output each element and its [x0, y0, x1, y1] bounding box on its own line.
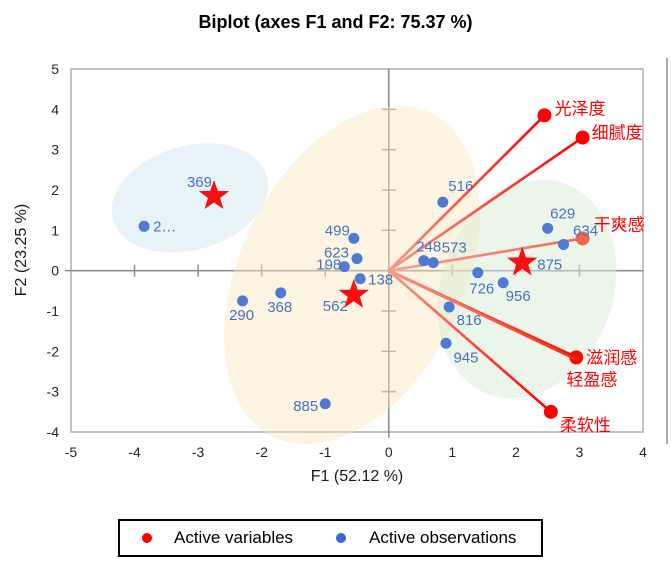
chart-window-edge: [666, 58, 668, 444]
variable-vector: [387, 269, 576, 360]
observation-label: 726: [469, 281, 494, 298]
x-tick-label: 2: [512, 444, 520, 460]
legend-marker-active-variables[interactable]: [142, 533, 152, 543]
variable-point: [543, 404, 558, 419]
x-tick-label: 0: [385, 444, 393, 460]
observation-label: 573: [442, 240, 467, 257]
x-tick-label: -2: [255, 444, 268, 460]
variable-vector: [387, 136, 584, 272]
observation-point: [472, 267, 484, 279]
observation-point: [138, 220, 150, 232]
observation-point: [440, 337, 452, 349]
variable-vector: [387, 269, 553, 414]
x-axis-title: F1 (52.12 %): [310, 468, 404, 485]
centroid-star: [198, 180, 230, 209]
chart-title: Biplot (axes F1 and F2: 75.37 %): [198, 12, 473, 32]
variable-label: 轻盈感: [566, 371, 617, 390]
observation-point: [427, 257, 439, 269]
variable-label: 滋润感: [586, 348, 637, 367]
observation-label: 885: [293, 398, 318, 415]
observation-label: 634: [573, 222, 598, 239]
centroid-star: [338, 278, 369, 308]
group-ellipse: [111, 143, 269, 253]
observation-label: 138: [368, 272, 393, 289]
observation-point: [437, 196, 449, 208]
x-tick-label: -1: [319, 444, 332, 460]
group-ellipse: [224, 105, 480, 445]
legend-label-active-observations[interactable]: Active observations: [369, 528, 517, 547]
observation-point: [319, 398, 331, 410]
observation-point: [418, 255, 430, 267]
variable-label: 柔软性: [560, 416, 611, 435]
observation-label: 198: [316, 257, 341, 274]
observation-label: 248: [416, 239, 441, 256]
variable-label: 细腻度: [592, 124, 643, 143]
legend-marker-active-observations[interactable]: [336, 533, 346, 543]
observation-label: 629: [550, 205, 575, 222]
observation-label: 956: [506, 288, 531, 305]
observation-label: 623: [324, 245, 349, 262]
variable-label: 光泽度: [554, 99, 605, 118]
observation-label: 945: [453, 349, 478, 366]
x-tick-label: 4: [639, 444, 647, 460]
observation-label: 290: [229, 307, 254, 324]
y-tick-label: 1: [51, 222, 59, 238]
observation-point: [354, 273, 366, 285]
y-tick-label: -2: [47, 343, 60, 359]
x-tick-label: 1: [448, 444, 456, 460]
observation-point: [338, 261, 350, 273]
x-tick-label: -5: [65, 444, 78, 460]
observation-label: 516: [448, 178, 473, 195]
observation-label: 369: [187, 174, 212, 191]
y-tick-label: 3: [51, 142, 59, 158]
legend: Active variables Active observations: [118, 519, 543, 557]
centroid-star: [507, 246, 538, 276]
y-tick-label: 0: [51, 263, 59, 279]
variable-point: [575, 130, 590, 145]
y-tick-label: 5: [51, 61, 59, 77]
variable-point: [569, 350, 584, 365]
x-tick-label: -4: [128, 444, 141, 460]
y-axis-title: F2 (23.25 %): [13, 203, 30, 297]
y-tick-label: -3: [47, 384, 60, 400]
observation-label: 562: [323, 298, 348, 315]
legend-label-active-variables[interactable]: Active variables: [174, 528, 294, 547]
observation-point: [558, 238, 570, 250]
observation-label: 499: [325, 222, 350, 239]
variable-point: [575, 231, 590, 246]
variable-vector: [387, 114, 546, 272]
y-tick-label: -1: [47, 303, 60, 319]
observation-point: [443, 301, 455, 313]
plot-frame: [70, 68, 644, 433]
variable-label: 干爽感: [594, 215, 645, 234]
observation-point: [348, 232, 360, 244]
observation-point: [237, 295, 249, 307]
observation-point: [497, 277, 509, 289]
observation-label: 2…: [153, 218, 176, 235]
observation-label: 875: [537, 257, 562, 274]
observation-label: 368: [267, 299, 292, 316]
observation-point: [351, 253, 363, 265]
y-tick-label: 2: [51, 182, 59, 198]
group-ellipse: [437, 179, 617, 399]
x-tick-label: 3: [576, 444, 584, 460]
y-tick-label: 4: [51, 101, 59, 117]
y-tick-label: -4: [47, 424, 60, 440]
observation-point: [542, 222, 554, 234]
observation-point: [275, 287, 287, 299]
x-tick-label: -3: [192, 444, 205, 460]
variable-point: [537, 108, 552, 123]
observation-label: 816: [457, 312, 482, 329]
